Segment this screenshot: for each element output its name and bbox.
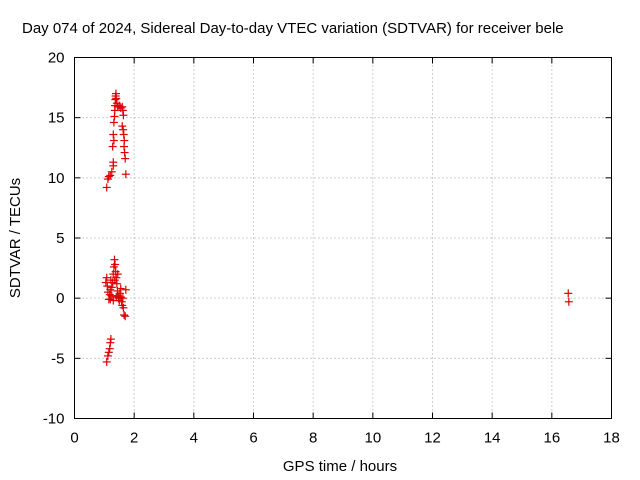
chart-title: Day 074 of 2024, Sidereal Day-to-day VTE… (22, 20, 564, 37)
data-point (121, 285, 130, 294)
grid (74, 57, 612, 419)
y-tick-label: -5 (51, 350, 64, 367)
data-point (118, 122, 127, 131)
data-point (107, 283, 116, 292)
data-point (115, 289, 124, 298)
data-point (111, 260, 120, 269)
data-point (106, 335, 115, 344)
data-point (119, 111, 128, 120)
plot-frame (74, 57, 612, 419)
data-point (102, 357, 111, 366)
data-point (121, 312, 130, 321)
x-tick-label: 12 (424, 430, 441, 447)
data-point (118, 294, 127, 303)
data-point (101, 278, 110, 287)
data-point (102, 273, 111, 282)
data-point (109, 130, 118, 139)
data-point (104, 172, 113, 181)
data-point (107, 291, 116, 300)
data-point (121, 154, 130, 163)
x-tick-label: 4 (190, 430, 198, 447)
x-tick-label: 2 (130, 430, 138, 447)
x-tick-label: 8 (309, 430, 317, 447)
data-point (112, 279, 121, 288)
x-axis-label: GPS time / hours (283, 458, 397, 475)
x-tick-label: 0 (70, 430, 78, 447)
y-tick-label: 15 (48, 110, 65, 127)
data-point (109, 158, 118, 167)
y-tick-label: -10 (43, 411, 65, 428)
y-tick-label: 10 (48, 170, 65, 187)
x-tick-label: 16 (543, 430, 560, 447)
data-point (108, 142, 117, 151)
data-point (121, 170, 130, 179)
data-points (101, 89, 573, 366)
axis-ticks: 0 2 4 6 8 10 12 14 16 18 -10 -5 0 5 10 15 20 (43, 50, 620, 447)
x-tick-label: 10 (364, 430, 381, 447)
data-point (564, 297, 573, 306)
x-tick-label: 6 (249, 430, 257, 447)
data-point (106, 171, 115, 180)
y-tick-label: 20 (48, 50, 65, 67)
data-point (110, 276, 119, 285)
y-tick-label: 5 (56, 230, 64, 247)
y-tick-label: 0 (56, 290, 64, 307)
data-point (107, 167, 116, 176)
x-tick-label: 18 (603, 430, 620, 447)
data-point (113, 270, 122, 279)
data-point (119, 303, 128, 312)
x-tick-label: 14 (484, 430, 501, 447)
data-point (116, 284, 125, 293)
data-point (106, 295, 115, 304)
data-point (564, 289, 573, 298)
data-point (104, 348, 113, 357)
y-axis-label: SDTVAR / TECUs (7, 178, 24, 298)
data-point (103, 351, 112, 360)
data-point (102, 183, 111, 192)
data-point (120, 311, 129, 320)
